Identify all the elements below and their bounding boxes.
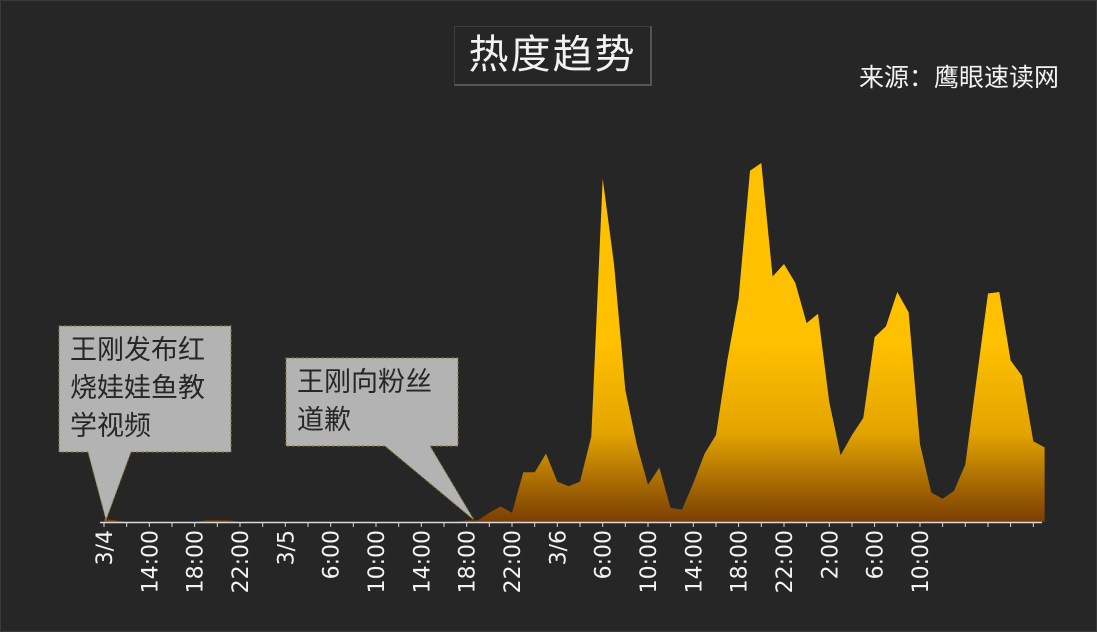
x-tick-label: 6:00: [592, 530, 617, 579]
x-tick-label: 3/6: [546, 530, 571, 565]
x-tick-label: 22:00: [501, 530, 526, 593]
x-tick-label: 2:00: [818, 530, 843, 579]
x-tick-label: 3/5: [274, 530, 299, 565]
x-tick-label: 14:00: [138, 530, 163, 593]
x-tick-label: 18:00: [456, 530, 481, 593]
annotation-callout-shape: [58, 325, 232, 522]
x-tick-label: 22:00: [229, 530, 254, 593]
x-tick-label: 3/4: [93, 530, 118, 565]
x-tick-label: 18:00: [728, 530, 753, 593]
x-tick-label: 10:00: [909, 530, 934, 593]
x-tick-label: 14:00: [410, 530, 435, 593]
x-tick-label: 6:00: [864, 530, 889, 579]
x-tick-label: 14:00: [682, 530, 707, 593]
source-label: 来源：鹰眼速读网: [858, 63, 1059, 92]
x-tick-label: 10:00: [365, 530, 390, 593]
x-tick-label: 22:00: [773, 530, 798, 593]
x-tick-label: 10:00: [637, 530, 662, 593]
chart-title: 热度趋势: [454, 26, 652, 86]
x-tick-label: 6:00: [320, 530, 345, 579]
annotation-callout-1: 王刚发布红 烧娃娃鱼教 学视频: [70, 335, 205, 442]
x-tick-label: 18:00: [184, 530, 209, 593]
annotation-callout-shape: [285, 357, 475, 521]
heat-area-series: [104, 163, 1045, 522]
annotation-callout-2: 王刚向粉丝 道歉: [297, 367, 432, 436]
